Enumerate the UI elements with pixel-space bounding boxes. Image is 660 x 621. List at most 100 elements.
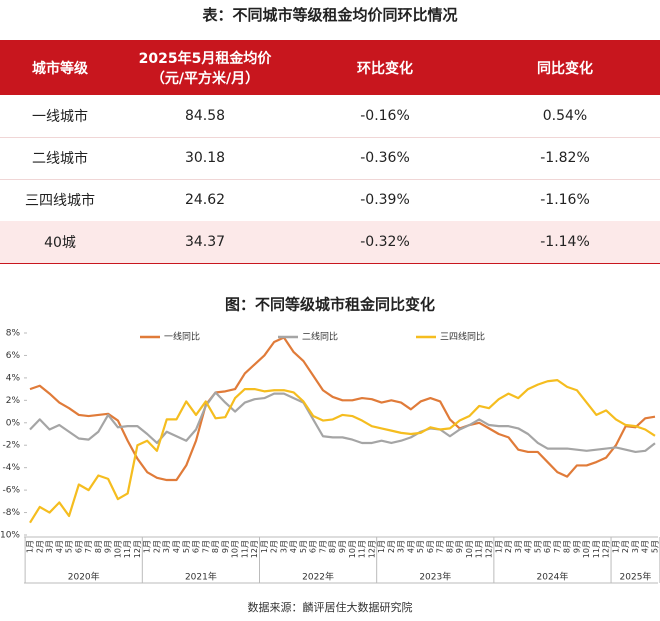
x-tick-label: 8月 <box>211 540 220 553</box>
y-tick-label: 8% <box>6 329 21 339</box>
table-cell: 24.62 <box>184 192 226 208</box>
x-tick-label: 1月 <box>377 540 386 553</box>
x-tick-label: 5月 <box>65 540 74 553</box>
x-tick-label: 6月 <box>309 540 318 553</box>
year-label: 2023年 <box>419 571 451 583</box>
table-title: 表：不同城市等级租金均价同环比情况 <box>202 6 458 24</box>
header-cell: 环比变化 <box>300 40 470 95</box>
x-tick-label: 8月 <box>328 540 337 553</box>
x-tick-label: 1月 <box>260 540 269 553</box>
x-tick-label: 2月 <box>621 540 630 553</box>
table-cell: -0.32% <box>360 234 410 250</box>
chart-title: 图：不同等级城市租金同比变化 <box>225 296 435 314</box>
x-tick-label: 6月 <box>543 540 552 553</box>
x-tick-label: 12月 <box>484 540 493 558</box>
x-tick-label: 1月 <box>494 540 503 553</box>
y-tick-label: 0% <box>6 418 21 428</box>
x-tick-label: 10月 <box>348 540 357 558</box>
x-tick-label: 2月 <box>387 540 396 553</box>
x-tick-label: 10月 <box>113 540 122 558</box>
x-tick-label: 4月 <box>524 540 533 553</box>
year-label: 2020年 <box>68 571 100 583</box>
y-tick-label: -2% <box>2 441 20 451</box>
header-text: 城市等级 <box>32 60 88 77</box>
y-tick-label: -6% <box>2 486 20 496</box>
table-cell: -0.39% <box>360 192 410 208</box>
y-tick-label: 4% <box>6 373 21 383</box>
y-tick-label: 2% <box>6 396 21 406</box>
y-tick-label: -10% <box>0 531 20 541</box>
table-cell: 三四线城市 <box>25 193 95 209</box>
x-tick-label: 7月 <box>553 540 562 553</box>
x-tick-label: 11月 <box>123 540 132 558</box>
x-tick-label: 3月 <box>631 540 640 553</box>
line-series <box>29 336 656 482</box>
table-cell: 30.18 <box>184 150 226 166</box>
x-tick-label: 2月 <box>270 540 279 553</box>
x-tick-label: 5月 <box>416 540 425 553</box>
x-tick-label: 6月 <box>426 540 435 553</box>
header-cell: 城市等级 <box>0 40 120 95</box>
table-cell: -1.82% <box>540 150 590 166</box>
table-cell: 84.58 <box>184 108 226 124</box>
table-row: 三四线城市 24.62 -0.39% -1.16% <box>0 179 660 222</box>
x-tick-label: 11月 <box>475 540 484 558</box>
table-cell: 二线城市 <box>32 151 88 167</box>
x-tick-label: 8月 <box>563 540 572 553</box>
x-tick-label: 3月 <box>397 540 406 553</box>
x-tick-label: 10月 <box>465 540 474 558</box>
x-tick-label: 4月 <box>641 540 650 553</box>
x-tick-label: 4月 <box>55 540 64 553</box>
x-tick-label: 1月 <box>143 540 152 553</box>
x-tick-label: 11月 <box>592 540 601 558</box>
header-cell: 2025年5月租金均价 （元/平方米/月） <box>110 40 300 95</box>
x-tick-label: 3月 <box>162 540 171 553</box>
x-tick-label: 3月 <box>279 540 288 553</box>
x-tick-label: 10月 <box>582 540 591 558</box>
x-tick-label: 10月 <box>231 540 240 558</box>
header-unit: （元/平方米/月） <box>150 70 260 87</box>
x-tick-label: 12月 <box>367 540 376 558</box>
year-label: 2022年 <box>302 571 334 583</box>
x-tick-label: 8月 <box>445 540 454 553</box>
table-cell: -1.14% <box>540 234 590 250</box>
table-row: 一线城市 84.58 -0.16% 0.54% <box>0 95 660 138</box>
table-cell: 一线城市 <box>32 109 88 125</box>
table-cell: 40城 <box>44 235 76 251</box>
table-cell: -0.36% <box>360 150 410 166</box>
table-cell: -1.16% <box>540 192 590 208</box>
x-tick-label: 4月 <box>289 540 298 553</box>
x-tick-label: 12月 <box>133 540 142 558</box>
year-label: 2025年 <box>620 571 652 583</box>
x-tick-label: 4月 <box>172 540 181 553</box>
table-row: 二线城市 30.18 -0.36% -1.82% <box>0 137 660 180</box>
x-tick-label: 6月 <box>192 540 201 553</box>
legend-label: 二线同比 <box>302 331 338 343</box>
x-tick-label: 5月 <box>533 540 542 553</box>
y-tick-label: 6% <box>6 351 21 361</box>
legend-label: 三四线同比 <box>440 331 485 343</box>
x-tick-label: 11月 <box>358 540 367 558</box>
x-tick-label: 12月 <box>602 540 611 558</box>
legend-label: 一线同比 <box>164 331 200 343</box>
x-tick-label: 11月 <box>240 540 249 558</box>
year-label: 2024年 <box>537 571 569 583</box>
header-text: 2025年5月租金均价 <box>138 50 272 67</box>
x-tick-label: 4月 <box>406 540 415 553</box>
x-tick-label: 12月 <box>250 540 259 558</box>
table-cell: 0.54% <box>542 108 588 124</box>
x-tick-label: 3月 <box>45 540 54 553</box>
x-tick-label: 1月 <box>611 540 620 553</box>
source: 数据来源：麟评居住大数据研究院 <box>248 600 413 614</box>
x-tick-label: 7月 <box>201 540 210 553</box>
header-text: 环比变化 <box>357 60 413 77</box>
y-tick-label: -8% <box>2 508 20 518</box>
y-tick-label: -4% <box>2 463 20 473</box>
x-tick-label: 6月 <box>74 540 83 553</box>
line-series <box>29 379 656 524</box>
header-text: 同比变化 <box>537 60 593 77</box>
x-tick-label: 9月 <box>221 540 230 553</box>
x-tick-label: 5月 <box>182 540 191 553</box>
table-cell: 34.37 <box>184 234 226 250</box>
